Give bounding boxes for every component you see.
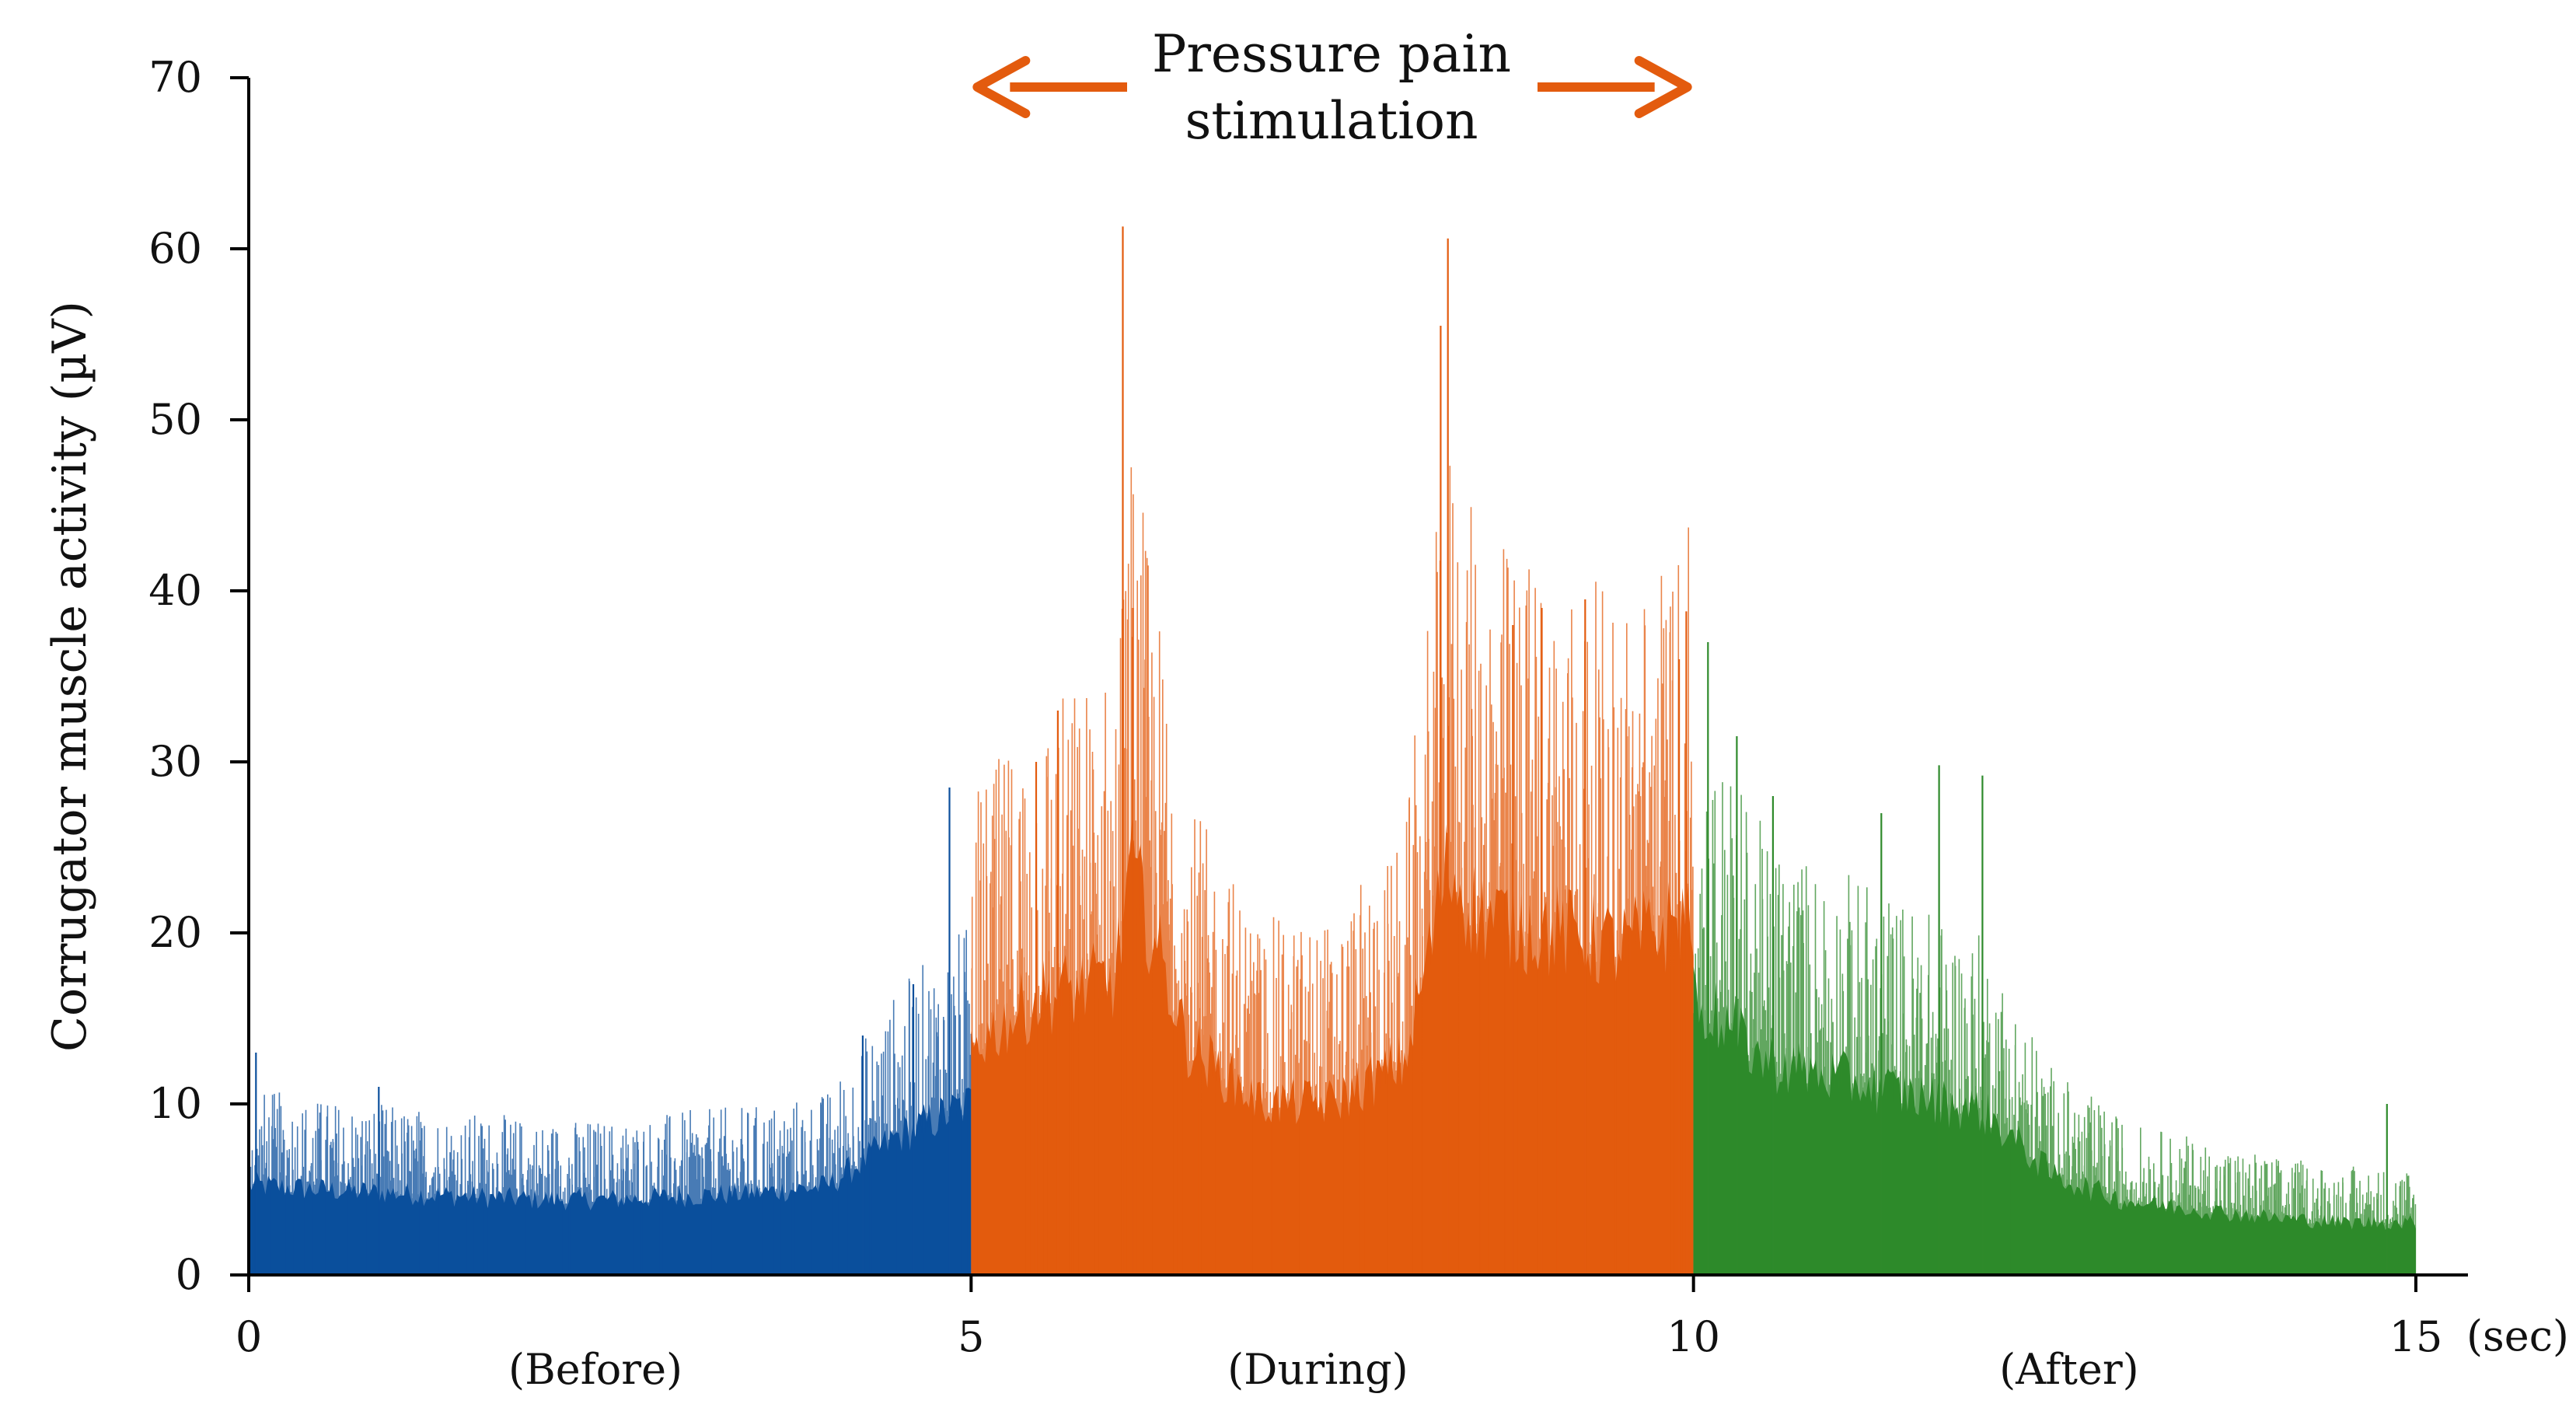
x-tick-label: 5: [958, 1312, 984, 1361]
y-tick-label: 0: [176, 1250, 202, 1299]
x-tick-label: 10: [1667, 1312, 1720, 1361]
arrow-left-head: [972, 56, 1031, 118]
y-tick-label: 30: [148, 737, 202, 786]
ticks: 0 10 20 30 40 50 60 70 0 5 10 15: [148, 53, 2442, 1361]
y-tick-label: 20: [148, 908, 202, 957]
signal-layer: [248, 226, 2417, 1275]
y-tick-label: 70: [148, 53, 202, 102]
stimulation-annotation: Pressure pain stimulation: [972, 24, 1692, 151]
axes: [247, 78, 2468, 1277]
y-axis-label: Corrugator muscle activity (µV): [43, 301, 97, 1052]
y-tick-label: 50: [148, 395, 202, 444]
x-tick-label: 15: [2389, 1312, 2443, 1361]
y-tick-label: 40: [148, 566, 202, 615]
annotation-line-1: Pressure pain: [1152, 24, 1511, 84]
y-tick-label: 60: [148, 224, 202, 273]
series-3-signal: [1693, 782, 2417, 1275]
series-3: [1693, 642, 2417, 1275]
x-unit-label: (sec): [2466, 1311, 2569, 1360]
phase-label: (After): [1999, 1345, 2139, 1394]
series-2: [971, 226, 1694, 1275]
phase-labels: (Before) (During) (After): [508, 1345, 2139, 1394]
arrow-right-head: [1634, 56, 1692, 118]
annotation-line-2: stimulation: [1185, 91, 1478, 151]
x-tick-label: 0: [236, 1312, 262, 1361]
y-tick-label: 10: [148, 1079, 202, 1128]
series-1: [248, 788, 972, 1275]
phase-label: (During): [1227, 1345, 1408, 1394]
phase-label: (Before): [508, 1345, 682, 1394]
